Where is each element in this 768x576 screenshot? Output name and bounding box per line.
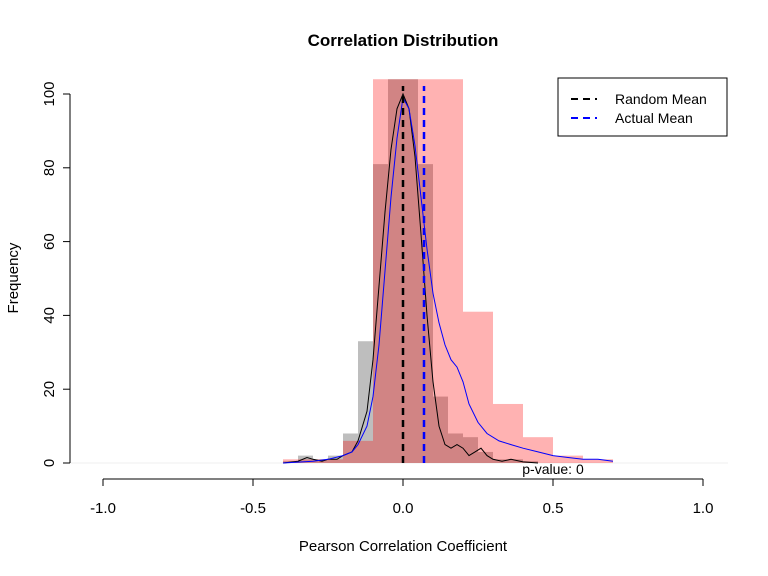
- y-tick-label: 100: [41, 81, 58, 106]
- random-histogram-bar: [298, 455, 313, 463]
- random-histogram: [283, 79, 538, 464]
- x-tick-label: 0.0: [393, 500, 414, 517]
- actual-density-curve: [282, 96, 614, 464]
- random-histogram-bar: [343, 433, 358, 463]
- random-histogram-bar: [388, 79, 403, 464]
- x-axis: -1.0 -0.5 0.0 0.5 1.0: [90, 478, 714, 517]
- actual-histogram-bar: [373, 79, 403, 464]
- random-histogram-bar: [373, 164, 388, 464]
- legend-box: [557, 77, 728, 137]
- random-histogram-bar: [403, 79, 418, 464]
- random-histogram-bar: [448, 433, 463, 463]
- x-axis-label: Pearson Correlation Coefficient: [299, 538, 508, 555]
- y-tick-label: 20: [41, 381, 58, 398]
- y-tick-label: 0: [41, 459, 58, 467]
- p-value-annotation: p-value: 0: [522, 461, 584, 477]
- legend: Random Mean Actual Mean: [557, 77, 728, 137]
- random-histogram-bar: [508, 459, 523, 463]
- mean-lines: [401, 86, 426, 463]
- x-tick-label: -1.0: [90, 500, 116, 517]
- x-tick-label: -0.5: [240, 500, 266, 517]
- legend-actual-mean-label: Actual Mean: [615, 110, 693, 126]
- random-histogram-bar: [478, 451, 493, 463]
- random-density-curve: [282, 92, 539, 464]
- actual-histogram-bar: [433, 79, 463, 464]
- actual-histogram-bar: [463, 311, 493, 463]
- actual-histogram-bar: [553, 455, 583, 463]
- actual-histogram-bar: [523, 437, 553, 463]
- legend-random-mean-label: Random Mean: [615, 91, 707, 107]
- random-histogram-bar: [463, 437, 478, 463]
- chart-title: Correlation Distribution: [308, 31, 499, 50]
- random-histogram-bar: [358, 341, 373, 463]
- x-tick-label: 0.5: [543, 500, 564, 517]
- y-axis-label: Frequency: [5, 242, 22, 313]
- actual-histogram-bar: [313, 459, 343, 463]
- actual-histogram-bar: [583, 459, 613, 463]
- y-tick-label: 80: [41, 159, 58, 176]
- y-tick-label: 40: [41, 307, 58, 324]
- actual-histogram-bar: [403, 79, 433, 464]
- actual-histogram-bar: [493, 403, 523, 463]
- actual-histogram-bar: [343, 440, 373, 463]
- y-tick-label: 60: [41, 233, 58, 250]
- x-tick-label: 1.0: [693, 500, 714, 517]
- actual-histogram: [283, 79, 613, 464]
- y-axis: 0 20 40 60 80 100: [41, 81, 71, 467]
- plot-area: [70, 79, 728, 464]
